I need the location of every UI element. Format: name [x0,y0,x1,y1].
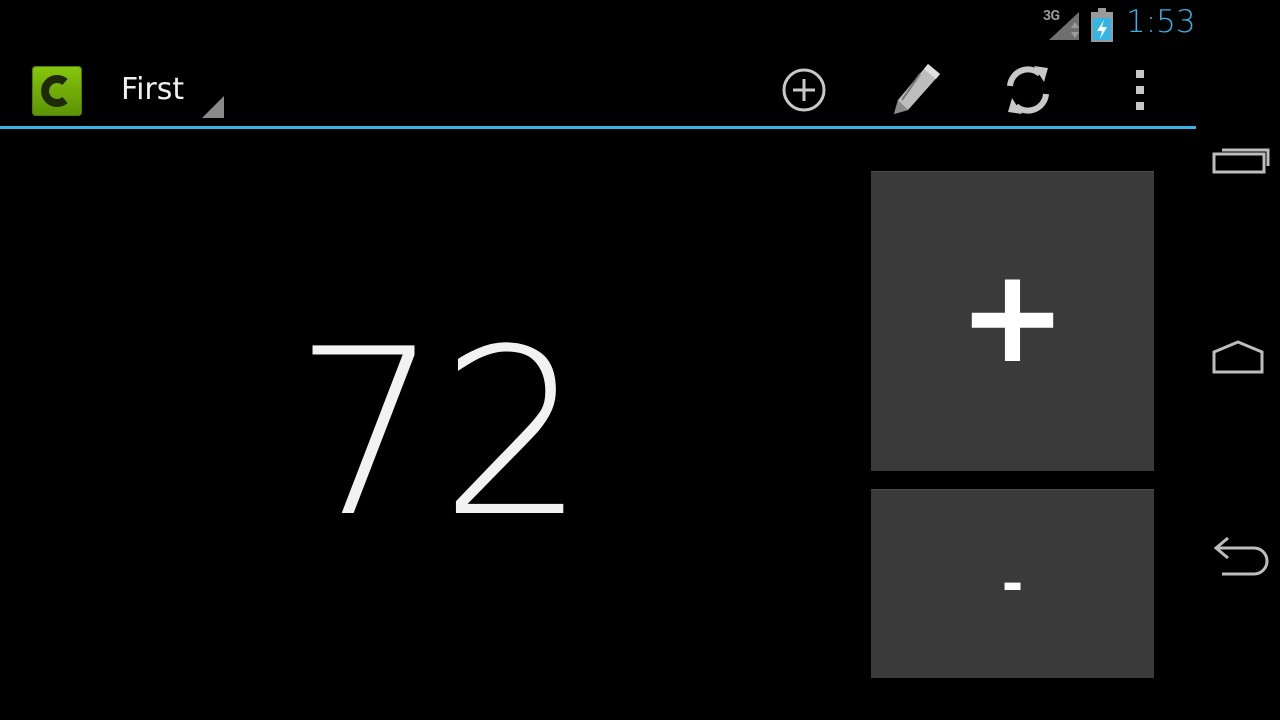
back-button[interactable] [1196,510,1280,610]
navigation-spinner[interactable]: First [100,50,230,126]
signal-icon [1043,10,1081,40]
status-bar: 3G 1:53 [0,0,1196,50]
home-button[interactable] [1196,310,1280,410]
overflow-menu-button[interactable] [1100,50,1180,126]
status-clock: 1:53 [1126,4,1196,40]
app-c-icon[interactable] [32,66,82,116]
overflow-menu-icon [1136,70,1144,110]
battery-charging-icon [1090,8,1114,42]
recent-apps-icon [1212,148,1270,174]
decrement-button[interactable]: - [871,489,1154,678]
increment-button[interactable]: + [871,171,1154,471]
spinner-caret-icon [200,94,226,120]
add-circle-icon [782,68,826,112]
pencil-icon [894,64,940,114]
refresh-button[interactable] [988,50,1068,126]
decrement-label: - [1001,553,1024,614]
spinner-title: First [121,72,185,107]
edit-button[interactable] [876,50,956,126]
home-icon [1212,340,1264,374]
add-button[interactable] [764,50,844,126]
recent-apps-button[interactable] [1196,110,1280,210]
increment-label: + [958,240,1067,392]
system-navigation-bar [1196,0,1280,720]
refresh-icon [1007,66,1049,114]
counter-value: 72 [293,301,587,568]
back-icon [1213,536,1269,576]
network-type-label: 3G [1043,8,1060,24]
action-bar: First [0,50,1196,129]
